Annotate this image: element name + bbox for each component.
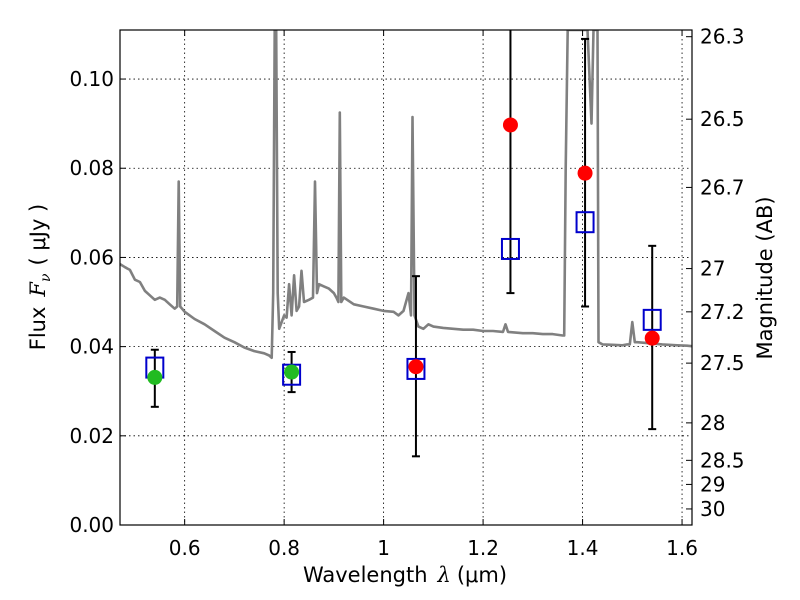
x-tick-label: 0.6 (169, 536, 201, 560)
mag-tick-label: 29 (700, 472, 725, 496)
mag-tick-label: 26.7 (700, 175, 745, 199)
upper-limit-point (644, 330, 660, 346)
mag-tick-label: 27.2 (700, 300, 745, 324)
secondary-y-axis-label: Magnitude (AB) (753, 196, 777, 359)
x-axis: 0.6 0.8 1 1.2 1.4 1.6 (169, 30, 698, 560)
upper-limit-point (502, 117, 518, 133)
y-tick-label: 0.08 (69, 156, 114, 180)
data-point-layer (147, 117, 660, 385)
mag-tick-label: 30 (700, 497, 725, 521)
model-spectrum-line (120, 30, 692, 360)
x-tick-label: 0.8 (268, 536, 300, 560)
mag-tick-label: 27.5 (700, 351, 745, 375)
y-axis: 0.00 0.02 0.04 0.06 0.08 0.10 (69, 67, 126, 537)
y-axis-label: FluxFν( μJy ) (26, 204, 54, 350)
errorbar-layer (150, 30, 657, 458)
model-photometry-layer (145, 211, 662, 386)
mag-tick-label: 26.5 (700, 107, 745, 131)
plot-frame (119, 29, 693, 526)
grid-layer (120, 30, 692, 526)
model-photometry-square (575, 211, 595, 234)
mag-tick-label: 27 (700, 257, 725, 281)
y-tick-label: 0.02 (69, 424, 114, 448)
x-tick-label: 1.2 (467, 536, 499, 560)
mag-tick-label: 28.5 (700, 448, 745, 472)
y-tick-label: 0.00 (69, 513, 114, 537)
x-tick-label: 1 (377, 536, 390, 560)
x-axis-label: Wavelength λ (μm) (303, 563, 507, 587)
y-tick-label: 0.06 (69, 245, 114, 269)
detection-point (147, 369, 163, 385)
upper-limit-point (408, 359, 424, 375)
y-tick-label: 0.10 (69, 67, 114, 91)
detection-point (284, 364, 300, 380)
model-photometry-square (406, 357, 426, 380)
spectrum-layer (120, 30, 692, 360)
mag-tick-label: 26.3 (700, 25, 745, 49)
x-tick-label: 1.6 (666, 536, 698, 560)
y-tick-label: 0.04 (69, 335, 114, 359)
model-photometry-square (500, 237, 520, 260)
x-tick-label: 1.4 (567, 536, 599, 560)
upper-limit-point (577, 165, 593, 181)
mag-tick-label: 28 (700, 411, 725, 435)
model-photometry-square (642, 308, 662, 331)
